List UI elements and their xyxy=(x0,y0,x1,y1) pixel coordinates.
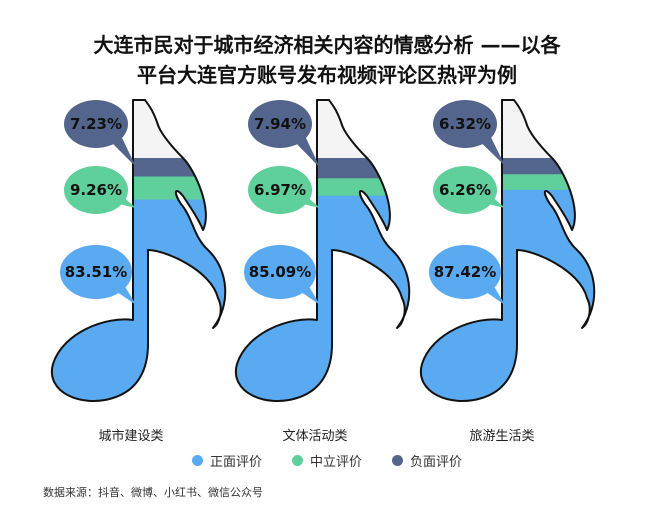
category-label-2: 文体活动类 xyxy=(282,429,347,444)
note-group-1: 7.23% 9.26% 83.51% 城市建设类 xyxy=(50,99,227,444)
segment-negative-1 xyxy=(51,158,226,177)
legend: 正面评价 中立评价 负面评价 xyxy=(0,451,654,470)
bubble-positive-3 xyxy=(429,245,501,299)
data-label-neutral-2: 6.97% xyxy=(254,181,306,199)
note-outline-1 xyxy=(50,99,227,402)
segment-negative-2 xyxy=(235,158,410,179)
note-outline-2 xyxy=(234,99,411,402)
note-group-2: 7.94% 6.97% 85.09% 文体活动类 xyxy=(234,99,411,444)
bubble-negative-3 xyxy=(433,100,497,148)
bubble-neutral-3 xyxy=(433,166,497,214)
segment-negative-3 xyxy=(420,158,595,175)
bubble-negative-2 xyxy=(248,100,312,148)
note-group-3: 6.32% 6.26% 87.42% 旅游生活类 xyxy=(419,99,596,444)
data-label-negative-1: 7.23% xyxy=(70,115,122,133)
bubble-positive-1 xyxy=(60,245,132,299)
legend-item-neutral: 中立评价 xyxy=(291,451,362,470)
legend-label-positive: 正面评价 xyxy=(209,455,262,470)
bubble-positive-2 xyxy=(244,245,316,299)
bubble-neutral-1 xyxy=(64,166,128,214)
note-outline-3 xyxy=(419,99,596,402)
legend-swatch-positive xyxy=(191,455,203,466)
legend-label-neutral: 中立评价 xyxy=(309,455,362,470)
legend-item-negative: 负面评价 xyxy=(392,451,462,470)
data-label-negative-2: 7.94% xyxy=(254,115,306,133)
data-label-positive-1: 83.51% xyxy=(65,263,127,281)
data-source-note: 数据来源：抖音、微博、小红书、微信公众号 xyxy=(43,486,263,499)
bubble-negative-1 xyxy=(64,100,128,148)
chart-title-line-2: 平台大连官方账号发布视频评论区热评为例 xyxy=(137,63,517,87)
legend-swatch-neutral xyxy=(291,455,303,466)
chart-title-line-1: 大连市民对于城市经济相关内容的情感分析 ——以各 xyxy=(93,33,561,57)
data-label-neutral-3: 6.26% xyxy=(439,181,491,199)
legend-label-negative: 负面评价 xyxy=(410,455,463,470)
chart-title: 大连市民对于城市经济相关内容的情感分析 ——以各 平台大连官方账号发布视频评论区… xyxy=(0,30,654,90)
data-label-negative-3: 6.32% xyxy=(439,115,491,133)
segment-positive-3 xyxy=(420,189,595,401)
category-label-1: 城市建设类 xyxy=(98,428,163,444)
data-label-neutral-1: 9.26% xyxy=(70,181,122,199)
data-label-positive-2: 85.09% xyxy=(249,263,311,281)
legend-item-positive: 正面评价 xyxy=(191,451,262,470)
legend-swatch-negative xyxy=(392,455,403,466)
data-label-positive-3: 87.42% xyxy=(434,263,496,281)
category-label-3: 旅游生活类 xyxy=(469,429,534,444)
bubble-neutral-2 xyxy=(248,166,312,214)
